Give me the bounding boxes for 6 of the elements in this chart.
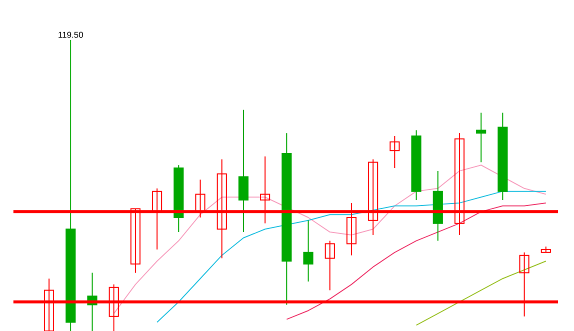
candlestick: [476, 112, 486, 163]
annotation: 119.50: [58, 32, 83, 38]
candlestick: [238, 109, 249, 233]
candlestick: [324, 240, 335, 291]
candlestick: [303, 220, 314, 282]
candlestick: [390, 136, 400, 169]
